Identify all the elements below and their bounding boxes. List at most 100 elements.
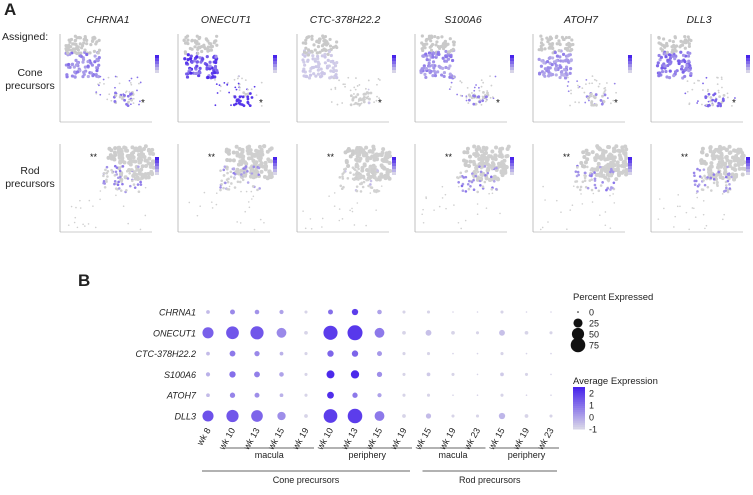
color-bar-segment xyxy=(573,387,585,390)
umap-plot: ** xyxy=(525,140,641,252)
group-label: periphery xyxy=(508,450,546,460)
expression-dot xyxy=(226,326,239,340)
svg-text:**: ** xyxy=(681,152,689,162)
expression-dot xyxy=(500,352,504,356)
umap-plot: * xyxy=(289,30,405,142)
expression-dot xyxy=(500,393,504,397)
expression-dot xyxy=(525,394,528,396)
svg-text:**: ** xyxy=(90,152,98,162)
umap-plot: * xyxy=(643,30,753,142)
expression-dot xyxy=(347,408,363,424)
expression-dot xyxy=(251,410,263,422)
expression-dot xyxy=(476,311,479,313)
color-bar-segment xyxy=(573,403,585,407)
row-label-line: Cone xyxy=(17,67,43,79)
expression-dot xyxy=(550,352,552,355)
size-legend-dot xyxy=(577,311,579,313)
expression-dot xyxy=(451,414,455,418)
color-legend-tick: -1 xyxy=(589,425,597,435)
expression-dot xyxy=(499,329,505,336)
color-bar-segment xyxy=(573,389,585,392)
expression-dot xyxy=(452,394,454,396)
expression-dot xyxy=(500,310,504,314)
expression-dot xyxy=(304,352,308,356)
color-bar-segment xyxy=(573,399,585,403)
gene-label: S100A6 xyxy=(164,370,196,380)
expression-dot xyxy=(549,414,553,418)
color-bar-segment xyxy=(573,414,585,417)
color-bar-segment xyxy=(573,418,585,422)
expression-dot xyxy=(276,327,287,338)
expression-dot xyxy=(229,350,236,357)
expression-dot xyxy=(524,330,529,335)
expression-dot xyxy=(328,309,333,315)
expression-dot xyxy=(377,309,382,315)
expression-dot xyxy=(304,330,308,335)
expression-dot xyxy=(374,411,385,421)
color-bar-segment xyxy=(573,401,585,405)
umap-plot: ** xyxy=(643,140,753,252)
size-legend-label: 50 xyxy=(589,330,599,340)
color-bar-segment xyxy=(573,416,585,419)
color-bar-segment xyxy=(573,395,585,398)
gene-header: DLL3 xyxy=(686,14,712,26)
expression-dot xyxy=(374,327,385,338)
expression-dot xyxy=(323,325,338,340)
color-bar-segment xyxy=(573,412,585,415)
row-label-rod: Rod precursors xyxy=(2,165,58,191)
color-legend-tick: 2 xyxy=(589,389,594,399)
svg-text:**: ** xyxy=(445,152,453,162)
gene-label: ATOH7 xyxy=(166,391,197,401)
umap-plot: ** xyxy=(52,140,168,252)
expression-dot xyxy=(254,309,260,315)
expression-dot xyxy=(327,391,334,399)
expression-dot xyxy=(229,392,236,398)
expression-dot xyxy=(229,371,236,378)
expression-dot xyxy=(402,393,406,397)
row-label-line: Rod xyxy=(20,165,40,177)
expression-dot xyxy=(350,370,360,379)
panel-b-letter: B xyxy=(78,271,91,290)
tier-label: Rod precursors xyxy=(459,475,521,485)
size-legend-dot xyxy=(570,337,586,353)
tier-label: Cone precursors xyxy=(273,475,340,485)
expression-dot xyxy=(402,352,406,356)
expression-dot xyxy=(451,330,455,335)
expression-dot xyxy=(254,371,260,378)
color-bar-segment xyxy=(573,426,585,430)
expression-dot xyxy=(550,394,552,396)
svg-text:*: * xyxy=(141,98,145,109)
avg-legend-title: Average Expression xyxy=(573,376,658,387)
expression-dot xyxy=(524,372,529,376)
group-label: macula xyxy=(255,450,284,460)
expression-dot xyxy=(226,409,239,423)
expression-dot xyxy=(202,327,214,339)
svg-text:*: * xyxy=(259,98,263,109)
gene-header: S100A6 xyxy=(444,14,482,26)
expression-dot xyxy=(475,414,480,418)
size-legend-label: 0 xyxy=(589,308,594,318)
expression-dot xyxy=(205,372,211,377)
color-legend-tick: 0 xyxy=(589,413,594,423)
expression-dot xyxy=(250,326,264,340)
row-label-line: precursors xyxy=(5,178,55,190)
expression-dot xyxy=(279,372,284,377)
expression-dot xyxy=(279,351,284,356)
color-bar-segment xyxy=(573,410,585,413)
group-label: macula xyxy=(438,450,467,460)
percent-legend-title: Percent Expressed xyxy=(573,292,654,303)
umap-plot: * xyxy=(407,30,523,142)
expression-dot xyxy=(524,414,529,418)
expression-dot xyxy=(277,411,286,421)
expression-dot xyxy=(254,392,260,398)
expression-dot xyxy=(202,410,214,422)
expression-dot xyxy=(451,372,455,376)
color-bar-segment xyxy=(573,408,585,411)
expression-dot xyxy=(347,325,363,341)
expression-dot xyxy=(206,393,210,398)
color-bar-segment xyxy=(573,405,585,409)
expression-dot xyxy=(304,310,308,314)
expression-dot xyxy=(351,350,359,357)
expression-dot xyxy=(550,373,552,376)
